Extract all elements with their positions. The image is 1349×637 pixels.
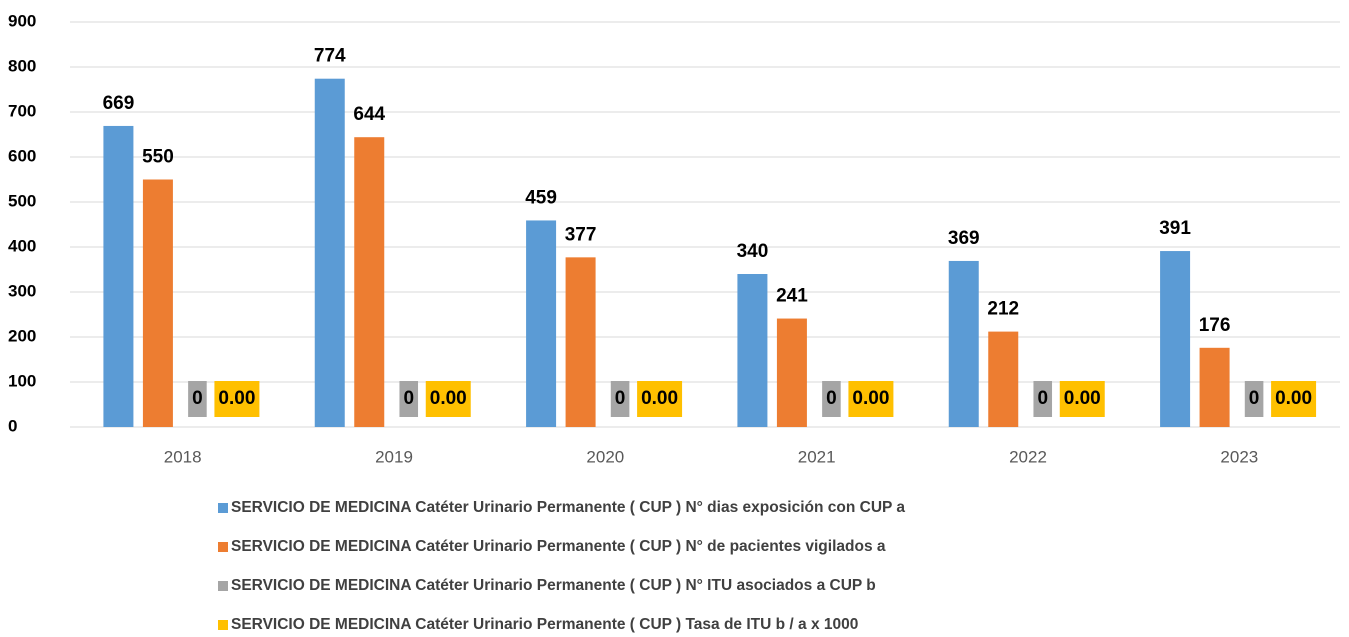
data-label: 212 [987, 299, 1019, 320]
data-label: 0.00 [852, 388, 889, 409]
x-tick-label: 2022 [1009, 447, 1047, 466]
legend-swatch [218, 503, 228, 513]
data-label: 369 [948, 228, 980, 249]
bar [1199, 347, 1230, 427]
data-label: 550 [142, 147, 174, 168]
data-label-box [822, 381, 841, 417]
bar [103, 125, 134, 427]
x-tick-label: 2020 [586, 447, 624, 466]
y-tick-label: 100 [8, 371, 36, 390]
y-tick-label: 300 [8, 281, 36, 300]
data-label: 377 [565, 224, 597, 245]
bar [526, 220, 557, 427]
data-label: 0.00 [430, 388, 467, 409]
bar [948, 260, 979, 427]
data-label: 241 [776, 286, 808, 307]
data-label-box [1271, 381, 1317, 417]
legend-label: SERVICIO DE MEDICINA Catéter Urinario Pe… [231, 577, 876, 594]
data-label-box [848, 381, 894, 417]
x-tick-label: 2023 [1220, 447, 1258, 466]
data-label: 669 [103, 93, 135, 114]
bar [988, 331, 1019, 427]
data-label: 391 [1159, 218, 1191, 239]
data-label: 0.00 [1275, 388, 1312, 409]
y-tick-label: 800 [8, 56, 36, 75]
legend-label: SERVICIO DE MEDICINA Catéter Urinario Pe… [231, 499, 905, 516]
y-tick-label: 0 [8, 416, 17, 435]
data-label: 340 [737, 241, 769, 262]
data-label: 0 [1249, 388, 1260, 409]
bar [314, 78, 345, 427]
data-label-box [637, 381, 683, 417]
y-tick-label: 700 [8, 101, 36, 120]
bar [776, 318, 807, 427]
data-label: 0 [1037, 388, 1048, 409]
legend-swatch [218, 581, 228, 591]
data-label: 0.00 [218, 388, 255, 409]
data-label: 0.00 [1064, 388, 1101, 409]
legend-label: SERVICIO DE MEDICINA Catéter Urinario Pe… [231, 538, 886, 555]
x-tick-label: 2021 [798, 447, 836, 466]
data-label-box [1033, 381, 1053, 417]
data-label-box [1059, 381, 1105, 417]
data-label: 176 [1199, 315, 1231, 336]
y-tick-label: 200 [8, 326, 36, 345]
bar [1160, 251, 1191, 427]
bar [737, 274, 768, 427]
legend-label: SERVICIO DE MEDICINA Catéter Urinario Pe… [231, 616, 858, 633]
data-label: 644 [353, 104, 385, 125]
data-label: 0 [403, 388, 414, 409]
x-tick-label: 2019 [375, 447, 413, 466]
data-label-box [188, 381, 207, 417]
bar [354, 137, 385, 427]
data-label: 0 [826, 388, 837, 409]
data-label-box [610, 381, 630, 417]
data-label-box [399, 381, 419, 417]
data-label: 0 [615, 388, 626, 409]
data-label: 774 [314, 46, 346, 67]
legend-swatch [218, 620, 228, 630]
bar [565, 257, 596, 427]
data-label: 0 [192, 388, 203, 409]
x-tick-label: 2018 [164, 447, 202, 466]
data-label-box [214, 381, 260, 417]
data-label: 0.00 [641, 388, 678, 409]
y-tick-label: 600 [8, 146, 36, 165]
legend-swatch [218, 542, 228, 552]
bar [142, 179, 173, 427]
y-tick-label: 400 [8, 236, 36, 255]
y-tick-label: 500 [8, 191, 36, 210]
data-label-box [425, 381, 471, 417]
y-tick-label: 900 [8, 11, 36, 30]
data-label: 459 [525, 187, 557, 208]
data-label-box [1244, 381, 1264, 417]
